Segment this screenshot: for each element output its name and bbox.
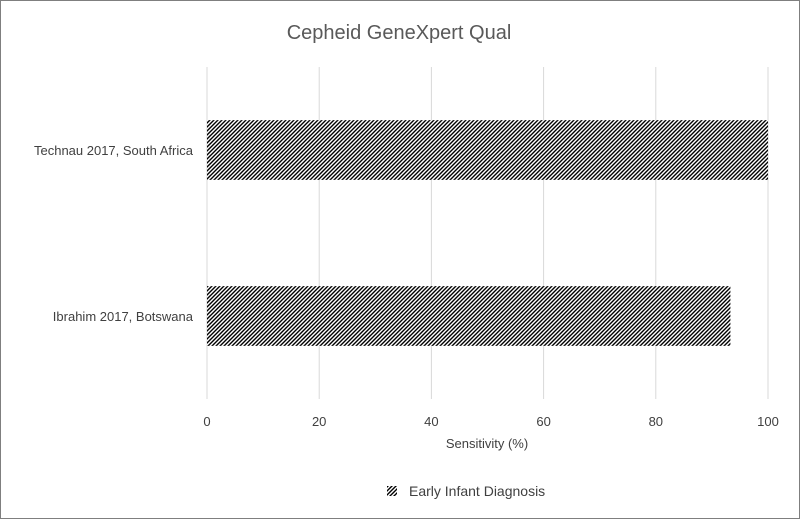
chart-title: Cepheid GeneXpert Qual (287, 22, 512, 44)
bar (207, 120, 768, 180)
x-tick-labels: 0 20 40 60 80 100 (203, 414, 778, 429)
x-tick-label: 80 (649, 414, 663, 429)
x-tick-label: 100 (757, 414, 779, 429)
x-tick-label: 60 (536, 414, 550, 429)
x-tick-label: 20 (312, 414, 326, 429)
x-tick-label: 40 (424, 414, 438, 429)
legend-swatch (387, 486, 397, 496)
category-label: Ibrahim 2017, Botswana (53, 309, 194, 324)
legend: Early Infant Diagnosis (387, 483, 545, 499)
gridlines (206, 67, 769, 399)
category-label: Technau 2017, South Africa (34, 143, 194, 158)
category-labels: Technau 2017, South Africa Ibrahim 2017, … (34, 143, 194, 324)
legend-label: Early Infant Diagnosis (409, 483, 545, 499)
bar (207, 286, 731, 346)
x-tick-label: 0 (203, 414, 210, 429)
bars (207, 120, 768, 346)
x-axis-title: Sensitivity (%) (446, 436, 528, 451)
